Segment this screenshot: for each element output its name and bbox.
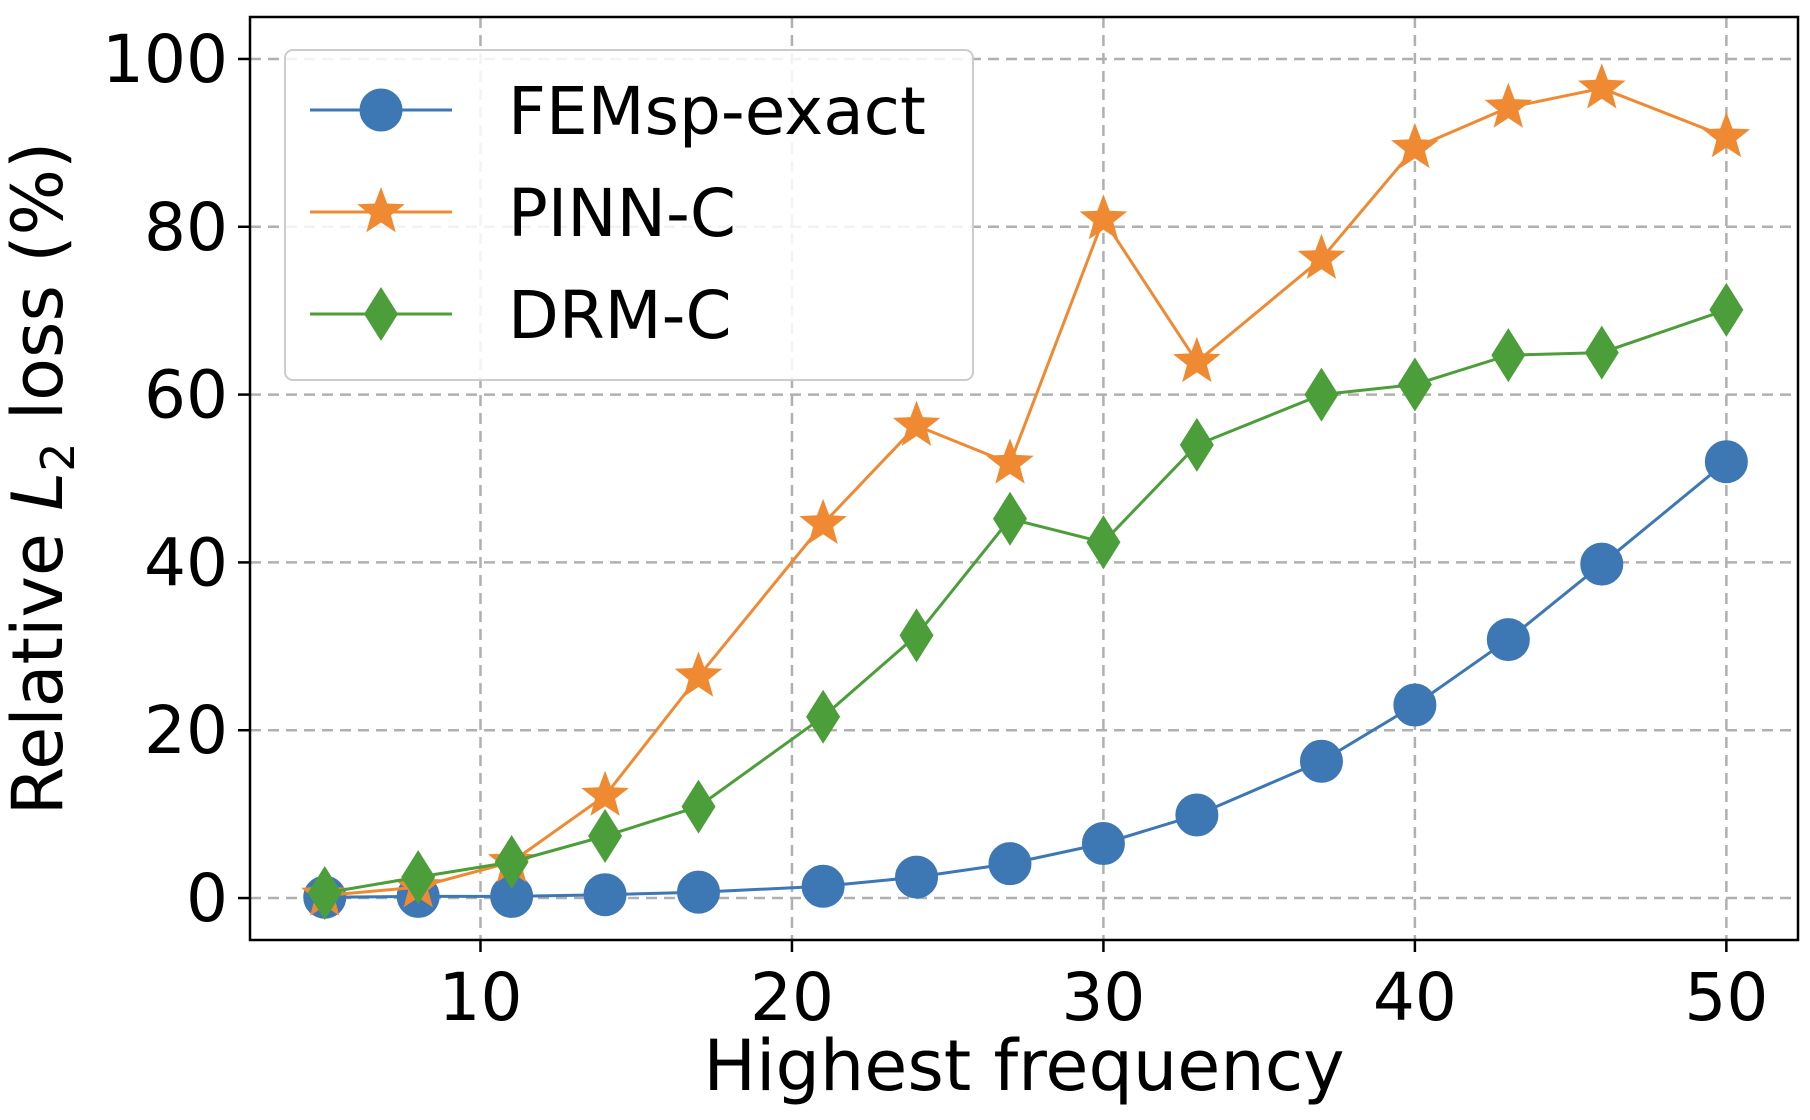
drm-c-line bbox=[324, 308, 1727, 895]
drm-c-point bbox=[1491, 328, 1526, 383]
x-axis-label: Highest frequency bbox=[703, 1025, 1344, 1107]
femsp-exact-point bbox=[895, 855, 939, 899]
pinn-c-point bbox=[1578, 63, 1626, 109]
drm-c-point bbox=[1397, 357, 1432, 412]
pinn-c-point bbox=[799, 498, 847, 544]
drm-c-point bbox=[1086, 515, 1121, 570]
femsp-exact-line bbox=[324, 460, 1728, 899]
femsp-exact-point bbox=[988, 842, 1032, 886]
femsp-exact-point bbox=[583, 873, 627, 917]
y-axis-label-suffix: loss (%) bbox=[0, 142, 79, 443]
pinn-c-point bbox=[674, 651, 723, 697]
drm-c-point bbox=[1179, 417, 1214, 472]
legend-box bbox=[284, 49, 974, 381]
drm-c-point bbox=[806, 689, 841, 744]
pinn-c-point bbox=[892, 400, 941, 446]
femsp-exact-point bbox=[801, 864, 845, 908]
femsp-exact-point bbox=[1704, 440, 1748, 484]
drm-c-point bbox=[992, 491, 1027, 546]
pinn-c-point bbox=[1702, 112, 1751, 158]
series-layer bbox=[301, 63, 1751, 921]
y-axis-label: Relative L2 loss (%) bbox=[0, 142, 85, 816]
legend-marker bbox=[357, 187, 405, 233]
drm-c-point bbox=[899, 608, 934, 663]
legend-item-pinn-c: PINN-C bbox=[310, 175, 736, 252]
pinn-c-point bbox=[1079, 194, 1128, 240]
femsp-exact-point bbox=[1486, 618, 1530, 662]
pinn-c-point bbox=[1297, 233, 1346, 279]
y-tick-label: 0 bbox=[186, 860, 228, 937]
x-tick-label: 50 bbox=[1684, 959, 1768, 1036]
x-tick-label: 30 bbox=[1061, 959, 1145, 1036]
series-drm-c bbox=[307, 282, 1744, 921]
x-tick-label: 40 bbox=[1373, 959, 1457, 1036]
legend-label: FEMsp-exact bbox=[508, 73, 926, 150]
femsp-exact-point bbox=[677, 870, 721, 914]
y-tick-label: 40 bbox=[144, 524, 228, 601]
legend: FEMsp-exact PINN-C DRM-C bbox=[284, 49, 974, 381]
femsp-exact-point bbox=[1299, 739, 1343, 783]
x-tick-label: 20 bbox=[750, 959, 834, 1036]
legend-marker bbox=[364, 287, 398, 341]
plot-frame bbox=[248, 15, 1800, 942]
pinn-c-point bbox=[1173, 336, 1221, 383]
drm-c-point bbox=[307, 866, 342, 921]
pinn-c-point bbox=[581, 770, 629, 816]
legend-label: PINN-C bbox=[508, 175, 736, 252]
pinn-c-point bbox=[1391, 122, 1439, 169]
pinn-c-point bbox=[1484, 82, 1533, 128]
femsp-exact-point bbox=[1081, 822, 1125, 866]
ticks: 10 20 30 40 50 0 20 40 60 80 100 bbox=[102, 21, 1768, 1036]
legend-item-drm-c: DRM-C bbox=[310, 277, 732, 354]
drm-c-point bbox=[494, 834, 529, 889]
y-tick-label: 60 bbox=[144, 357, 228, 434]
femsp-exact-point bbox=[1580, 542, 1624, 586]
femsp-exact-point bbox=[1393, 683, 1437, 727]
drm-c-point bbox=[401, 850, 436, 905]
drm-c-point bbox=[588, 808, 623, 863]
pinn-c-point bbox=[986, 438, 1034, 484]
drm-c-point bbox=[681, 779, 716, 834]
y-tick-label: 20 bbox=[144, 692, 228, 769]
legend-item-femsp-exact: FEMsp-exact bbox=[310, 73, 926, 150]
x-tick-label: 10 bbox=[438, 959, 522, 1036]
y-axis-label-prefix: Relative bbox=[0, 511, 79, 816]
drm-c-point bbox=[1709, 282, 1744, 337]
y-axis-label-subscript: 2 bbox=[31, 443, 85, 472]
y-tick-label: 80 bbox=[144, 189, 228, 266]
legend-label: DRM-C bbox=[508, 277, 732, 354]
y-axis-label-symbol: L bbox=[0, 472, 79, 511]
drm-c-point bbox=[1584, 325, 1619, 380]
femsp-exact-point bbox=[1175, 793, 1219, 837]
legend-marker bbox=[359, 88, 403, 132]
y-tick-label: 100 bbox=[102, 21, 228, 98]
drm-c-point bbox=[1304, 367, 1339, 422]
series-femsp-exact bbox=[303, 440, 1748, 919]
